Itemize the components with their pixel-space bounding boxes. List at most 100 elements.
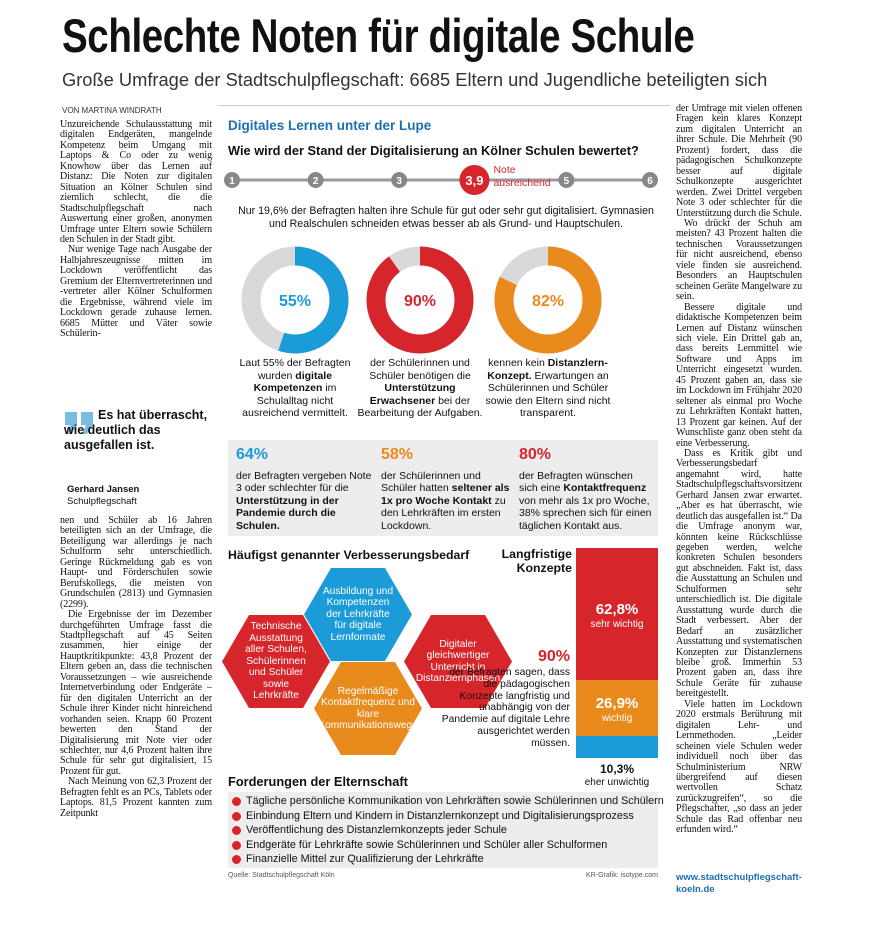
headline: Schlechte Noten für digitale Schule bbox=[62, 9, 695, 62]
infographic-title: Digitales Lernen unter der Lupe bbox=[228, 118, 432, 133]
concepts-title: Langfristige Konzepte bbox=[501, 547, 572, 575]
donut-caption: kennen kein Distanzlern-Konzept. Erwartu… bbox=[482, 357, 614, 420]
concepts-text: der Befragten sagen, dass die pädagogisc… bbox=[441, 667, 570, 749]
caption-part: seltener als 1x pro Woche Kontakt bbox=[381, 482, 510, 507]
stat-value: 80% bbox=[519, 446, 552, 463]
caption-part: von mehr als 1x pro Woche, 38% sprechen … bbox=[519, 494, 652, 532]
rating-marker bbox=[459, 165, 490, 195]
donut-charts: 55% 90% 82% bbox=[241, 246, 602, 354]
segment-name: eher unwichtig bbox=[584, 777, 650, 788]
donut-arc bbox=[494, 246, 602, 354]
quote-marks-space bbox=[64, 418, 98, 419]
segment-label: 62,8% bbox=[595, 600, 639, 618]
paragraph: Viele hatten im Lockdown 2020 erstmals B… bbox=[676, 698, 802, 836]
caption-part: der Befragten vergeben Note 3 oder schle… bbox=[236, 470, 372, 495]
demands-title: Forderungen der Elternschaft bbox=[228, 774, 408, 789]
demand-item: Einbindung Eltern und Kindern in Distanz… bbox=[246, 809, 634, 822]
scale-tick bbox=[391, 172, 408, 188]
caption-part: im Schulalltag nicht ausreichend vermitt… bbox=[242, 382, 348, 419]
need-hexagon: Ausbildung und Kompetenzen der Lehrkräft… bbox=[304, 568, 412, 661]
text-column: Unzureichende Schulausstattung mit digit… bbox=[60, 120, 212, 402]
paragraph: Bessere digitale und didaktische Kompete… bbox=[676, 301, 802, 449]
bullet bbox=[232, 855, 241, 864]
caption-part: Distanzlern-Konzept. bbox=[487, 357, 608, 382]
web-link: www.stadtschulpflegschaft-koeln.de bbox=[676, 872, 802, 895]
paragraph: der Umfrage mit vielen offenen Fragen ke… bbox=[676, 104, 802, 219]
donut-label: 90% bbox=[404, 293, 436, 310]
quote-author: Gerhard Jansen bbox=[67, 484, 140, 495]
caption-part: kennen kein bbox=[488, 357, 548, 369]
caption-part: der Befragten wünschen sich eine bbox=[519, 470, 633, 495]
scale-tick-label: 6 bbox=[647, 176, 653, 187]
infographic-frame bbox=[217, 105, 670, 880]
scale-tick bbox=[307, 172, 324, 188]
pull-quote: Es hat überrascht, wie deutlich das ausg… bbox=[64, 408, 210, 453]
bullet bbox=[232, 826, 241, 835]
need-text: Digitaler gleichwertiger Unterricht in D… bbox=[415, 638, 501, 685]
donut-arc bbox=[366, 246, 474, 354]
segment-label: 26,9% bbox=[595, 695, 639, 713]
quote-marks bbox=[65, 412, 93, 434]
demand-item: Tägliche persönliche Kommunikation von L… bbox=[246, 795, 664, 807]
scale-tick-label: 5 bbox=[564, 176, 570, 187]
intro-text: Nur 19,6% der Befragten halten ihre Schu… bbox=[238, 205, 654, 230]
caption-part: zu den Lehrkräften im ersten Lockdown. bbox=[381, 494, 506, 532]
source-note: Quelle: Stadtschulpflegschaft Köln bbox=[228, 872, 335, 879]
scale-tick bbox=[558, 172, 575, 188]
rating-scale: 1 2 3 5 6 3,9 bbox=[224, 165, 658, 195]
caption-part: der Schülerinnen und Schüler hatten bbox=[381, 470, 481, 495]
segment-name: wichtig bbox=[601, 713, 633, 725]
caption-part: Unterstützung Erwachsener bbox=[369, 382, 456, 407]
needs-title: Häufigst genannter Verbesserungsbedarf bbox=[228, 548, 470, 562]
quote-text: Es hat überrascht, wie deutlich das ausg… bbox=[64, 408, 208, 452]
scale-tick-label: 1 bbox=[229, 176, 235, 187]
bullet bbox=[232, 840, 241, 850]
donut-arc bbox=[241, 246, 349, 354]
scale-tick bbox=[642, 172, 658, 188]
paragraph: Die Ergebnisse der im Dezember durchgefü… bbox=[60, 609, 212, 777]
text-column: der Umfrage mit vielen offenen Fragen ke… bbox=[676, 104, 802, 870]
paragraph: Wo drückt der Schuh am meisten? 43 Proze… bbox=[676, 217, 802, 303]
stat-caption: der Schülerinnen und Schüler hatten selt… bbox=[381, 470, 511, 532]
scale-tick-label: 2 bbox=[313, 176, 319, 187]
bullet bbox=[232, 811, 241, 821]
caption-part: Unterstützung in der Pandemie durch die … bbox=[236, 494, 339, 532]
caption-part: bei der Bearbeitung der Aufgaben. bbox=[357, 394, 483, 420]
paragraph: Dass es Kritik gibt und Verbesserungsbed… bbox=[676, 447, 802, 700]
demand-item: Endgeräte für Lehrkräfte sowie Schülerin… bbox=[246, 838, 608, 851]
stat-caption: der Befragten vergeben Note 3 oder schle… bbox=[236, 470, 374, 532]
paragraph: Nur wenige Tage nach Ausgabe der Halbjah… bbox=[60, 244, 212, 340]
rating-label: 3,9 bbox=[465, 173, 483, 188]
caption-part: der Schülerinnen und Schüler benötigen d… bbox=[369, 357, 471, 382]
stat-value: 58% bbox=[381, 446, 414, 463]
byline: VON MARTINA WINDRATH bbox=[62, 106, 162, 115]
segment-label: 10,3% bbox=[599, 762, 635, 776]
donut-label: 55% bbox=[279, 293, 311, 310]
segment-name: sehr wichtig bbox=[590, 618, 644, 630]
demands-panel bbox=[228, 792, 658, 868]
bullet bbox=[232, 797, 241, 806]
stat-caption: der Befragten wünschen sich eine Kontakt… bbox=[519, 470, 653, 532]
paragraph: nen und Schüler ab 16 Jahren beteiligten… bbox=[60, 516, 212, 610]
need-hexagon: Digitaler gleichwertiger Unterricht in D… bbox=[404, 615, 512, 708]
demand-item: Finanzielle Mittel zur Qualifizierung de… bbox=[246, 853, 484, 865]
rating-text: Note ausreichend bbox=[493, 164, 551, 189]
concepts-highlight: 90% bbox=[537, 648, 570, 665]
bar-segment bbox=[576, 548, 658, 680]
caption-part: Laut 55% der Befragten wurden bbox=[239, 357, 351, 382]
caption-part: Kontaktfrequenz bbox=[563, 482, 647, 495]
need-hexagon: Regelmäßige Kontaktfrequenz und klare Ko… bbox=[314, 662, 422, 755]
subtitle: Große Umfrage der Stadtschulpflegschaft:… bbox=[62, 69, 768, 90]
need-text: Regelmäßige Kontaktfrequenz und klare Ko… bbox=[318, 685, 418, 732]
quote-role: Schulpflegschaft bbox=[67, 496, 137, 507]
scale-tick-label: 3 bbox=[396, 176, 402, 187]
text-column: nen und Schüler ab 16 Jahren beteiligten… bbox=[60, 516, 212, 926]
need-text: Technische Ausstattung aller Schulen, Sc… bbox=[245, 621, 307, 702]
demand-item: Veröffentlichung des Distanzlernkonzepts… bbox=[246, 824, 507, 836]
caption-part: Erwartungen an Schülerinnen und Schüler … bbox=[485, 369, 611, 420]
need-text: Ausbildung und Kompetenzen der Lehrkräft… bbox=[322, 585, 394, 643]
caption-part: digitale Kompetenzen bbox=[253, 369, 333, 395]
need-hexagon: Technische Ausstattung aller Schulen, Sc… bbox=[222, 615, 330, 708]
bar-segment bbox=[576, 679, 658, 737]
